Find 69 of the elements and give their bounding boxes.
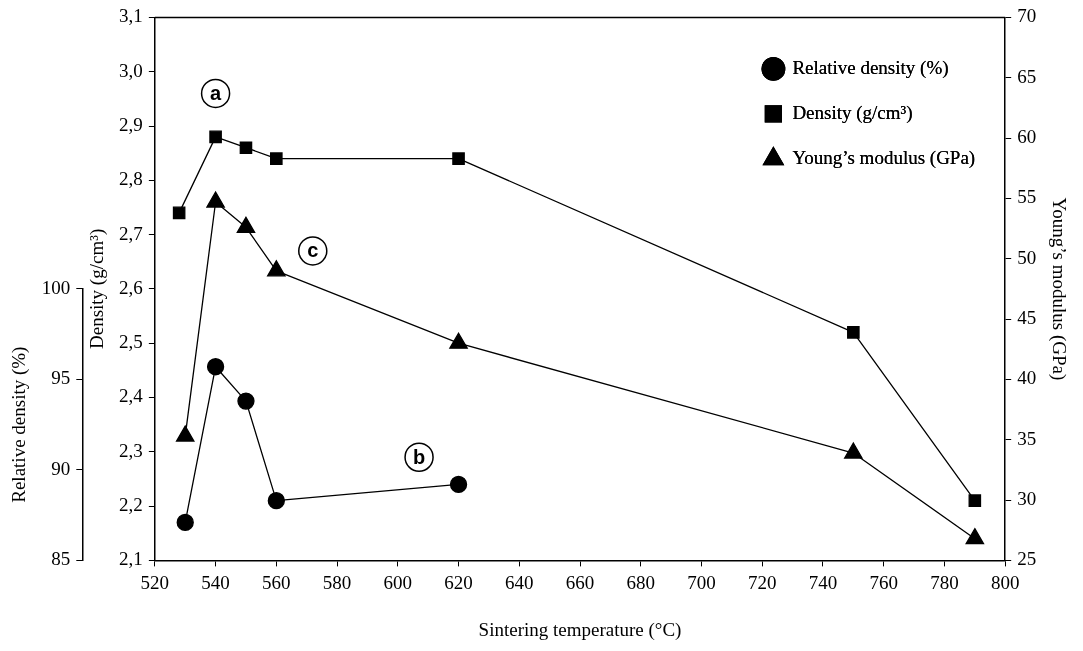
y3-axis-title: Relative density (%) (8, 346, 31, 503)
y-axis-title: Density (g/cm³) (85, 228, 108, 349)
point (206, 191, 225, 208)
point (270, 152, 283, 165)
point (237, 392, 255, 410)
y3-tick-label: 100 (41, 276, 71, 298)
y3-tick-label: 95 (51, 367, 71, 389)
y2-tick-label: 30 (1017, 488, 1037, 510)
x-tick-label: 660 (565, 571, 595, 593)
point (847, 326, 860, 339)
y2-tick-label: 50 (1017, 246, 1037, 268)
x-tick-label: 580 (322, 571, 352, 593)
y3-tick-label: 90 (51, 457, 71, 479)
x-axis-title: Sintering temperature (°C) (478, 618, 682, 641)
point (209, 130, 222, 144)
y2-tick-label: 25 (1017, 548, 1037, 570)
point (844, 442, 863, 459)
point (176, 513, 194, 532)
point (206, 358, 225, 376)
legend-label: Young’s modulus (GPa) (792, 146, 976, 169)
annotation: b (412, 445, 426, 468)
y2-tick-label: 60 (1017, 126, 1037, 148)
legend-label: Density (g/cm³) (792, 101, 913, 124)
point (175, 425, 195, 442)
y-tick-label: 2,7 (119, 222, 143, 244)
y2-axis-title: Young’s modulus (GPa) (1047, 197, 1070, 381)
point (449, 475, 468, 494)
x-tick-label: 600 (383, 571, 413, 593)
annotation: a (210, 81, 223, 104)
annotation: c (307, 239, 319, 262)
x-tick-label: 620 (444, 571, 473, 593)
x-tick-label: 640 (505, 571, 534, 593)
x-tick-label: 540 (201, 571, 230, 593)
point (267, 260, 286, 277)
point (239, 141, 253, 155)
x-tick-label: 780 (930, 571, 959, 593)
y-tick-label: 2,5 (119, 331, 143, 353)
x-tick-label: 720 (747, 571, 777, 593)
x-tick-label: 700 (687, 571, 716, 593)
point (236, 216, 256, 234)
y-tick-label: 2,2 (119, 494, 143, 516)
point (452, 152, 465, 165)
point (968, 494, 982, 507)
y-tick-label: 2,9 (119, 113, 143, 135)
legend-label: Relative density (%) (792, 56, 949, 79)
y2-tick-label: 65 (1017, 65, 1037, 87)
y2-tick-label: 70 (1017, 5, 1037, 27)
y-tick-label: 3,1 (119, 5, 143, 27)
x-tick-label: 680 (626, 571, 656, 593)
point (172, 206, 186, 220)
y-tick-label: 3,0 (119, 59, 143, 81)
x-tick-label: 760 (869, 571, 898, 593)
y2-tick-label: 40 (1017, 367, 1037, 389)
y2-tick-label: 45 (1017, 307, 1037, 329)
y-tick-label: 2,4 (119, 385, 144, 407)
y2-tick-label: 35 (1017, 427, 1037, 449)
y-tick-label: 2,1 (119, 548, 143, 570)
y-tick-label: 2,3 (119, 439, 143, 461)
point (449, 332, 468, 349)
y-tick-label: 2,8 (119, 168, 143, 190)
y2-tick-label: 55 (1017, 186, 1037, 208)
y-tick-label: 2,6 (119, 276, 143, 298)
y3-tick-label: 85 (51, 548, 71, 570)
x-tick-label: 740 (808, 571, 838, 593)
point (267, 492, 285, 510)
x-tick-label: 520 (140, 571, 170, 593)
x-tick-label: 800 (990, 571, 1020, 593)
x-tick-label: 560 (262, 571, 291, 593)
point (965, 528, 985, 545)
